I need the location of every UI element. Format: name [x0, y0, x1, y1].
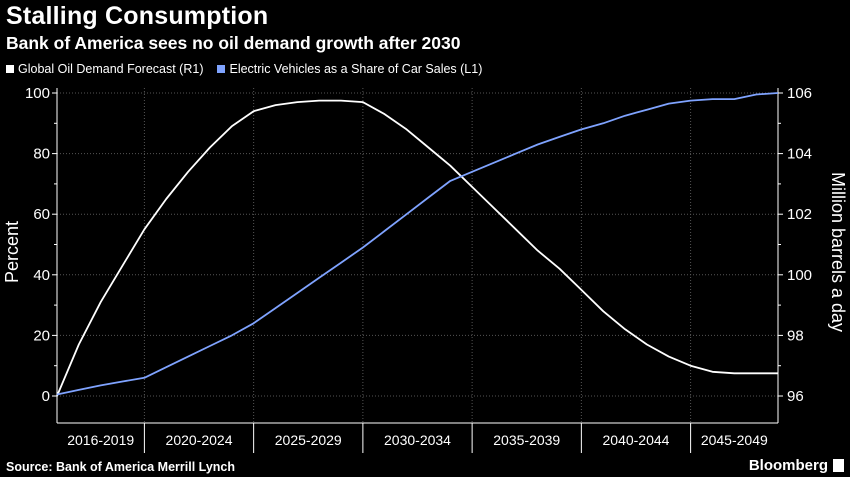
category-label: 2016-2019 — [67, 432, 134, 448]
category-label: 2040-2044 — [603, 432, 670, 448]
right-tick-label: 106 — [787, 85, 812, 102]
source-note: Source: Bank of America Merrill Lynch — [6, 460, 235, 474]
legend-label-oil: Global Oil Demand Forecast (R1) — [18, 62, 204, 76]
legend-swatch-oil — [6, 65, 14, 73]
right-axis-title: Million barrels a day — [828, 172, 848, 332]
brand-mark-icon — [833, 459, 844, 472]
axis-layer: 0 20 40 60 80 100 96 98 100 102 104 106 2016-2019 202… — [25, 85, 812, 453]
left-tick-label: 80 — [33, 146, 50, 163]
legend-label-ev: Electric Vehicles as a Share of Car Sale… — [229, 62, 483, 76]
right-tick-label: 100 — [787, 267, 812, 284]
chart-subtitle: Bank of America sees no oil demand growt… — [6, 33, 461, 53]
left-tick-label: 60 — [33, 206, 50, 223]
category-label: 2045-2049 — [701, 432, 768, 448]
category-label: 2025-2029 — [275, 432, 342, 448]
legend-swatch-ev — [217, 65, 226, 73]
category-label: 2030-2034 — [384, 432, 451, 448]
chart-title: Stalling Consumption — [6, 2, 269, 30]
legend-item-ev: Electric Vehicles as a Share of Car Sale… — [217, 62, 482, 76]
legend: Global Oil Demand Forecast (R1) Electric… — [6, 62, 496, 76]
legend-item-oil: Global Oil Demand Forecast (R1) — [6, 62, 203, 76]
oil-demand-line — [56, 99, 778, 397]
left-tick-label: 40 — [33, 267, 50, 284]
right-tick-label: 96 — [787, 388, 804, 405]
left-tick-label: 100 — [25, 85, 50, 102]
right-tick-label: 102 — [787, 206, 812, 223]
left-tick-label: 20 — [33, 327, 50, 344]
brand-logo-text: Bloomberg — [748, 457, 828, 474]
grid-layer — [57, 88, 778, 423]
series-layer — [56, 92, 779, 397]
right-tick-label: 98 — [787, 327, 804, 344]
left-axis-title: Percent — [2, 221, 22, 283]
category-label: 2035-2039 — [493, 432, 560, 448]
category-label: 2020-2024 — [166, 432, 233, 448]
right-tick-label: 104 — [787, 146, 812, 163]
ev-share-line — [56, 92, 779, 396]
left-tick-label: 0 — [42, 388, 50, 405]
